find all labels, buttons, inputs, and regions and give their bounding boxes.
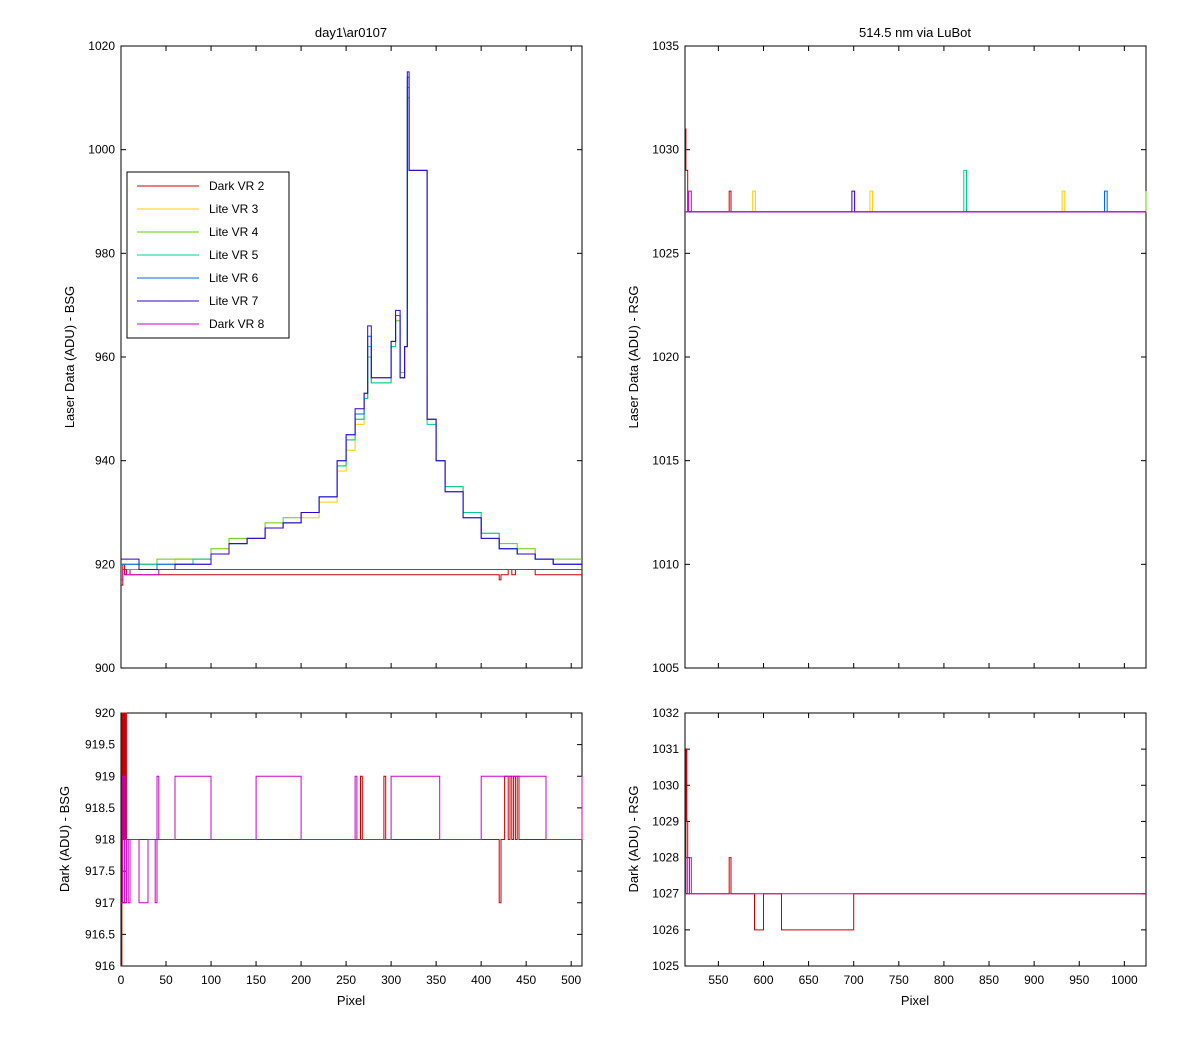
- y-axis-label: Dark (ADU) - BSG: [57, 786, 72, 892]
- x-tick-label: 600: [753, 973, 773, 987]
- y-tick-label: 917.5: [85, 864, 115, 878]
- x-tick-label: 700: [844, 973, 864, 987]
- y-tick-label: 900: [95, 661, 115, 675]
- x-tick-label: 0: [118, 973, 125, 987]
- y-axis-label: Dark (ADU) - RSG: [626, 786, 641, 893]
- x-tick-label: 850: [979, 973, 999, 987]
- y-tick-label: 1025: [652, 959, 679, 973]
- x-tick-label: 500: [561, 973, 581, 987]
- x-axis-label: Pixel: [901, 993, 929, 1008]
- y-tick-label: 1032: [652, 706, 679, 720]
- legend-label-lite-vr-5: Lite VR 5: [209, 248, 259, 262]
- legend-label-lite-vr-4: Lite VR 4: [209, 225, 259, 239]
- x-tick-label: 250: [336, 973, 356, 987]
- x-tick-label: 1000: [1111, 973, 1138, 987]
- axes-bottom-left: Pixel Dark (ADU) - BSG 916 916.5 917 917.5 9…: [57, 706, 583, 1008]
- y-tick-label: 1030: [652, 778, 679, 792]
- x-tick-label: 800: [934, 973, 954, 987]
- x-tick-label: 550: [708, 973, 728, 987]
- y-tick-label: 1035: [652, 39, 679, 53]
- y-tick-label: 916.5: [85, 927, 115, 941]
- series-line-lite-vr-7: [121, 71, 582, 570]
- y-tick-label: 918: [95, 833, 115, 847]
- y-tick-label: 1025: [652, 246, 679, 260]
- series-line-lite-vr-3: [685, 190, 1146, 213]
- y-tick-label: 1020: [88, 39, 115, 53]
- x-tick-label: 400: [471, 973, 491, 987]
- axes-bottom-right: Pixel Dark (ADU) - RSG 10251026102710281…: [626, 706, 1147, 1008]
- y-tick-label: 1030: [652, 143, 679, 157]
- y-tick-label: 1015: [652, 454, 679, 468]
- plot-area: [685, 128, 1147, 213]
- y-tick-label: 1026: [652, 923, 679, 937]
- y-tick-label: 1029: [652, 814, 679, 828]
- chart-title: 514.5 nm via LuBot: [859, 25, 971, 40]
- y-tick-label: 1010: [652, 557, 679, 571]
- y-tick-label: 1020: [652, 350, 679, 364]
- x-tick-label: 450: [516, 973, 536, 987]
- plot-area: [685, 748, 1146, 931]
- axes-top-left: day1\ar0107 Laser Data (ADU) - BSG 900 92…: [62, 25, 583, 675]
- x-axis-label: Pixel: [337, 993, 365, 1008]
- legend: Dark VR 2 Lite VR 3 Lite VR 4 Lite VR 5 Lite…: [126, 171, 290, 339]
- plot-area: [121, 71, 582, 586]
- x-tick-label: 300: [381, 973, 401, 987]
- x-tick-label: 100: [201, 973, 221, 987]
- y-tick-label: 919.5: [85, 738, 115, 752]
- x-tick-label: 950: [1069, 973, 1089, 987]
- ticks: 1025 1026 1027 1028 1029 1030 1031 1032 550 600 65…: [652, 706, 1146, 987]
- ticks: 1005 1010 1015 1020 1025 1030 1035: [652, 39, 1146, 675]
- series-line-dark-vr-8: [685, 190, 1146, 213]
- y-tick-label: 960: [95, 350, 115, 364]
- y-tick-label: 1005: [652, 661, 679, 675]
- x-tick-label: 650: [799, 973, 819, 987]
- y-tick-label: 980: [95, 246, 115, 260]
- legend-label-dark-vr-2: Dark VR 2: [209, 179, 265, 193]
- series-line-dark-vr-2: [121, 563, 582, 586]
- axes-frame: [684, 712, 1147, 967]
- x-tick-label: 50: [159, 973, 173, 987]
- y-tick-label: 919: [95, 769, 115, 783]
- x-tick-label: 900: [1024, 973, 1044, 987]
- y-tick-label: 920: [95, 557, 115, 571]
- y-tick-label: 940: [95, 454, 115, 468]
- y-tick-label: 918.5: [85, 801, 115, 815]
- legend-label-lite-vr-6: Lite VR 6: [209, 271, 259, 285]
- y-tick-label: 916: [95, 959, 115, 973]
- x-tick-label: 150: [246, 973, 266, 987]
- y-tick-label: 1031: [652, 742, 679, 756]
- x-tick-label: 200: [291, 973, 311, 987]
- y-axis-label: Laser Data (ADU) - RSG: [626, 285, 641, 428]
- y-tick-label: 1028: [652, 851, 679, 865]
- axes-top-right: 514.5 nm via LuBot Laser Data (ADU) - RS…: [626, 25, 1147, 675]
- series-line-dark-vr-8: [685, 857, 1146, 895]
- y-tick-label: 1027: [652, 887, 679, 901]
- legend-label-lite-vr-7: Lite VR 7: [209, 294, 259, 308]
- y-tick-label: 920: [95, 706, 115, 720]
- x-tick-label: 350: [426, 973, 446, 987]
- chart-title: day1\ar0107: [315, 25, 387, 40]
- y-tick-label: 917: [95, 896, 115, 910]
- y-tick-label: 1000: [88, 143, 115, 157]
- series-line-dark-vr-2: [685, 748, 1146, 931]
- axes-frame: [684, 45, 1147, 669]
- series-line-dark-vr-8: [121, 569, 582, 581]
- plot-area: [121, 712, 583, 967]
- series-line-dark-vr-8: [121, 775, 583, 904]
- x-tick-label: 750: [889, 973, 909, 987]
- legend-label-lite-vr-3: Lite VR 3: [209, 202, 259, 216]
- legend-label-dark-vr-8: Dark VR 8: [209, 317, 265, 331]
- y-axis-label: Laser Data (ADU) - BSG: [62, 286, 77, 428]
